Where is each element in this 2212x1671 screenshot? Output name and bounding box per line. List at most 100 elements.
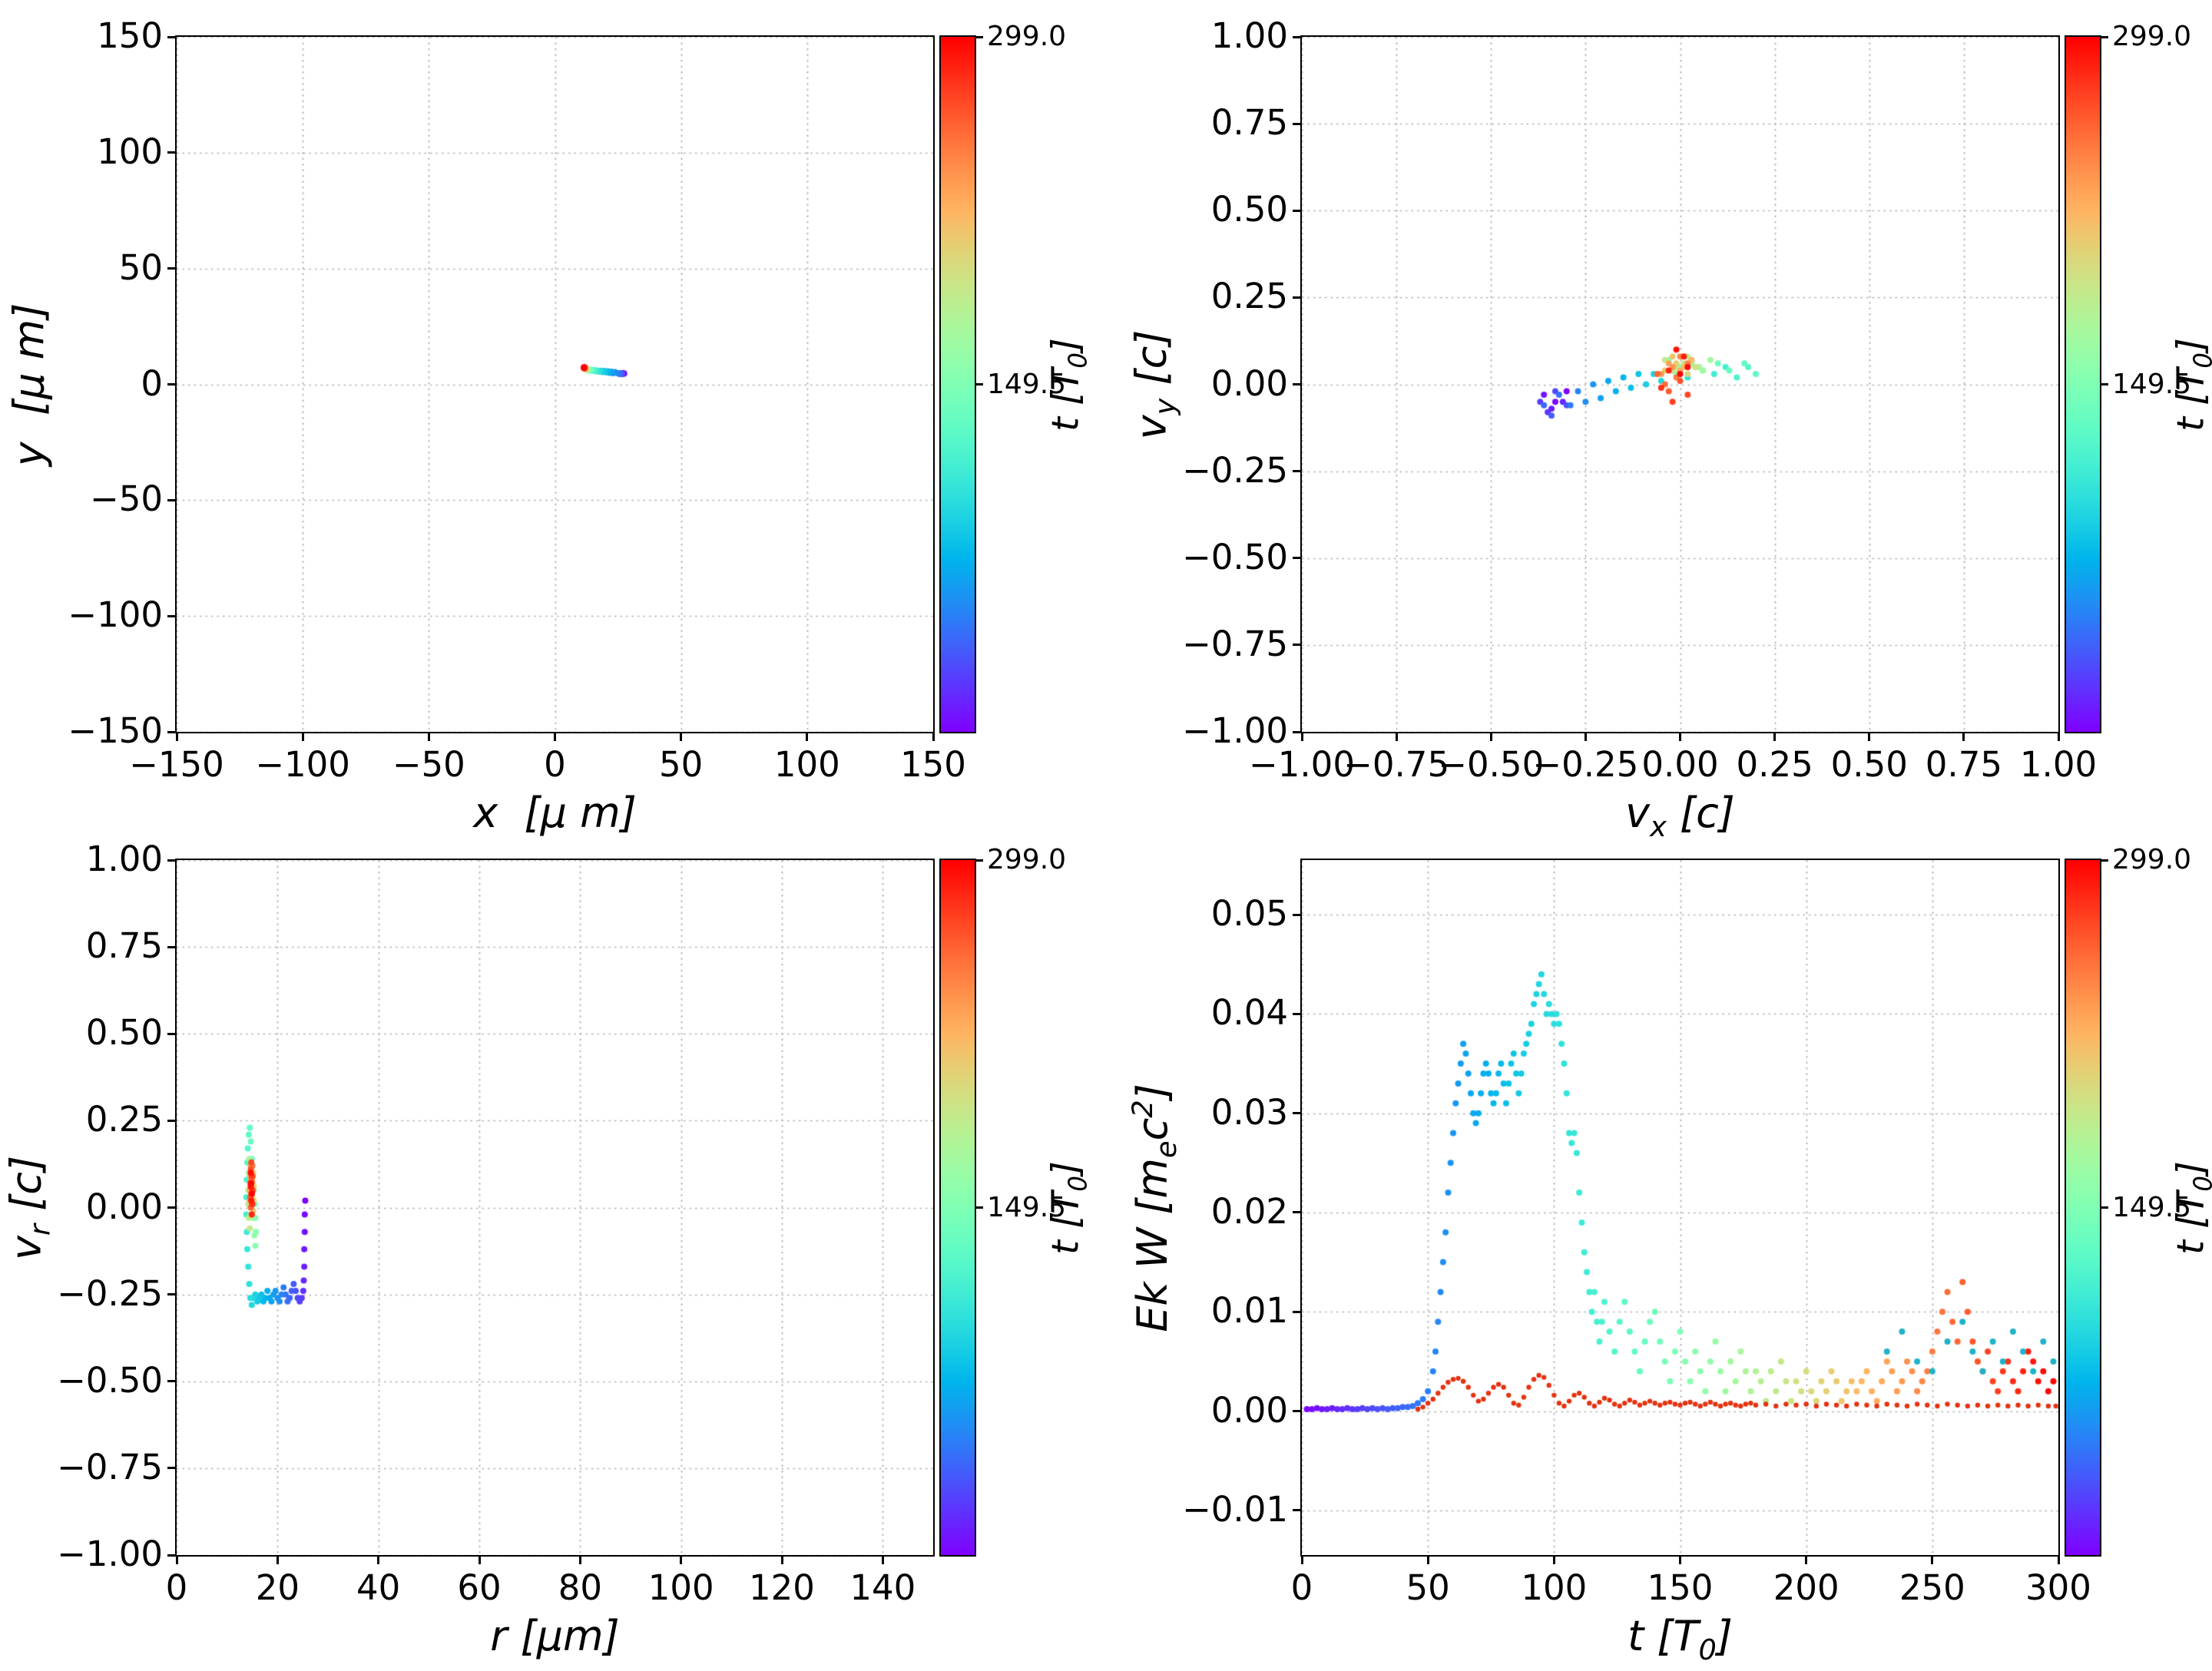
y-tick bbox=[1293, 1112, 1300, 1115]
colorbar-gradient bbox=[2066, 860, 2100, 1555]
y-tick-label: −1.00 bbox=[1182, 710, 1288, 751]
x-tick bbox=[578, 1557, 581, 1564]
x-tick-label: 100 bbox=[773, 744, 840, 785]
energy-scatter-canvas bbox=[1302, 860, 2058, 1555]
y-tick bbox=[167, 35, 175, 38]
x-tick bbox=[932, 733, 935, 741]
x-tick bbox=[427, 733, 430, 741]
colorbar-gradient bbox=[2066, 37, 2100, 732]
y-tick-label: 0.01 bbox=[1210, 1290, 1288, 1332]
xy-scatter-canvas bbox=[177, 37, 933, 732]
colorbar-tick bbox=[976, 35, 983, 38]
y-tick-label: 0.50 bbox=[85, 1012, 163, 1054]
x-tick bbox=[1426, 1557, 1429, 1564]
colorbar-tick-label: 299.0 bbox=[2112, 21, 2192, 52]
x-axis-label: t [T0] bbox=[1628, 1612, 1733, 1666]
x-tick-label: 120 bbox=[749, 1567, 815, 1608]
y-tick-label: 1.00 bbox=[85, 839, 163, 879]
x-tick-label: 50 bbox=[1406, 1567, 1450, 1608]
x-tick bbox=[2057, 733, 2060, 741]
plot-area bbox=[1300, 859, 2060, 1557]
y-tick-label: −150 bbox=[68, 710, 163, 751]
x-tick bbox=[301, 733, 304, 741]
y-tick-label: 150 bbox=[97, 15, 163, 56]
vxvy-scatter-canvas bbox=[1302, 37, 2058, 732]
y-tick-label: 50 bbox=[118, 247, 163, 288]
y-tick bbox=[167, 1554, 175, 1557]
x-tick bbox=[1584, 733, 1587, 741]
rvr-scatter-canvas bbox=[177, 860, 933, 1555]
y-tick bbox=[167, 267, 175, 270]
colorbar-tick bbox=[976, 859, 983, 862]
y-tick-label: 1.00 bbox=[1210, 15, 1288, 56]
colorbar-tick bbox=[2101, 383, 2108, 385]
y-tick-label: 0.75 bbox=[1210, 102, 1288, 144]
x-tick bbox=[806, 733, 809, 741]
x-tick bbox=[1868, 733, 1871, 741]
x-tick-label: −0.25 bbox=[1532, 744, 1639, 785]
y-tick-label: 0.03 bbox=[1210, 1091, 1288, 1133]
y-tick bbox=[167, 1467, 175, 1470]
y-tick bbox=[1293, 1211, 1300, 1214]
y-tick bbox=[167, 1032, 175, 1035]
x-tick bbox=[276, 1557, 279, 1564]
y-tick bbox=[1293, 209, 1300, 212]
y-tick bbox=[1293, 296, 1300, 299]
y-tick-label: 0.02 bbox=[1210, 1190, 1288, 1232]
x-axis-label: vx [c] bbox=[1625, 789, 1735, 843]
y-tick bbox=[1293, 35, 1300, 38]
x-tick-label: 40 bbox=[356, 1567, 401, 1608]
y-tick-label: 0.05 bbox=[1210, 893, 1288, 935]
x-tick-label: 80 bbox=[558, 1567, 602, 1608]
y-tick bbox=[167, 614, 175, 617]
y-tick-label: 0.00 bbox=[85, 1186, 163, 1227]
x-tick bbox=[554, 733, 556, 741]
x-tick bbox=[478, 1557, 481, 1564]
x-tick bbox=[1300, 1557, 1303, 1564]
y-tick-label: −0.50 bbox=[57, 1359, 163, 1401]
y-tick bbox=[167, 1206, 175, 1209]
y-tick bbox=[1293, 1509, 1300, 1512]
y-tick-label: 0 bbox=[141, 362, 163, 404]
y-tick-label: 0.25 bbox=[85, 1099, 163, 1140]
y-tick-label: −50 bbox=[90, 478, 163, 520]
x-tick-label: 200 bbox=[1773, 1567, 1839, 1608]
y-tick bbox=[167, 859, 175, 862]
y-tick bbox=[1293, 1012, 1300, 1015]
x-tick bbox=[680, 1557, 683, 1564]
colorbar-tick-label: 299.0 bbox=[987, 21, 1067, 52]
y-tick bbox=[167, 498, 175, 501]
x-tick-label: 0.00 bbox=[1641, 744, 1719, 785]
x-tick-label: 140 bbox=[849, 1567, 916, 1608]
x-tick bbox=[1489, 733, 1492, 741]
y-tick-label: −100 bbox=[68, 594, 163, 636]
y-tick bbox=[1293, 470, 1300, 473]
colorbar-tick bbox=[976, 383, 983, 385]
y-tick bbox=[167, 945, 175, 948]
x-tick-label: 20 bbox=[255, 1567, 300, 1608]
x-tick-label: 50 bbox=[659, 744, 704, 785]
x-tick-label: 1.00 bbox=[2019, 744, 2098, 785]
y-tick bbox=[1293, 913, 1300, 916]
x-tick bbox=[1552, 1557, 1555, 1564]
y-tick bbox=[1293, 1310, 1300, 1313]
x-tick-label: −100 bbox=[255, 744, 350, 785]
colorbar-tick bbox=[2101, 1206, 2108, 1209]
x-tick-label: 0 bbox=[544, 744, 566, 785]
x-tick-label: 0 bbox=[165, 1567, 188, 1608]
x-tick-label: 0.75 bbox=[1925, 744, 2002, 785]
y-tick-label: −0.50 bbox=[1182, 536, 1288, 577]
colorbar bbox=[2065, 35, 2101, 733]
colorbar-tick bbox=[976, 1206, 983, 1209]
y-tick-label: 100 bbox=[97, 131, 163, 172]
colorbar-tick bbox=[2101, 35, 2108, 38]
x-tick bbox=[1679, 733, 1681, 741]
x-tick bbox=[1962, 733, 1965, 741]
y-tick bbox=[1293, 122, 1300, 125]
y-tick-label: −0.75 bbox=[57, 1446, 163, 1487]
x-tick-label: 150 bbox=[1647, 1567, 1714, 1608]
x-tick-label: −1.00 bbox=[1249, 744, 1355, 785]
colorbar-gradient bbox=[941, 860, 975, 1555]
x-tick-label: −0.75 bbox=[1343, 744, 1450, 785]
